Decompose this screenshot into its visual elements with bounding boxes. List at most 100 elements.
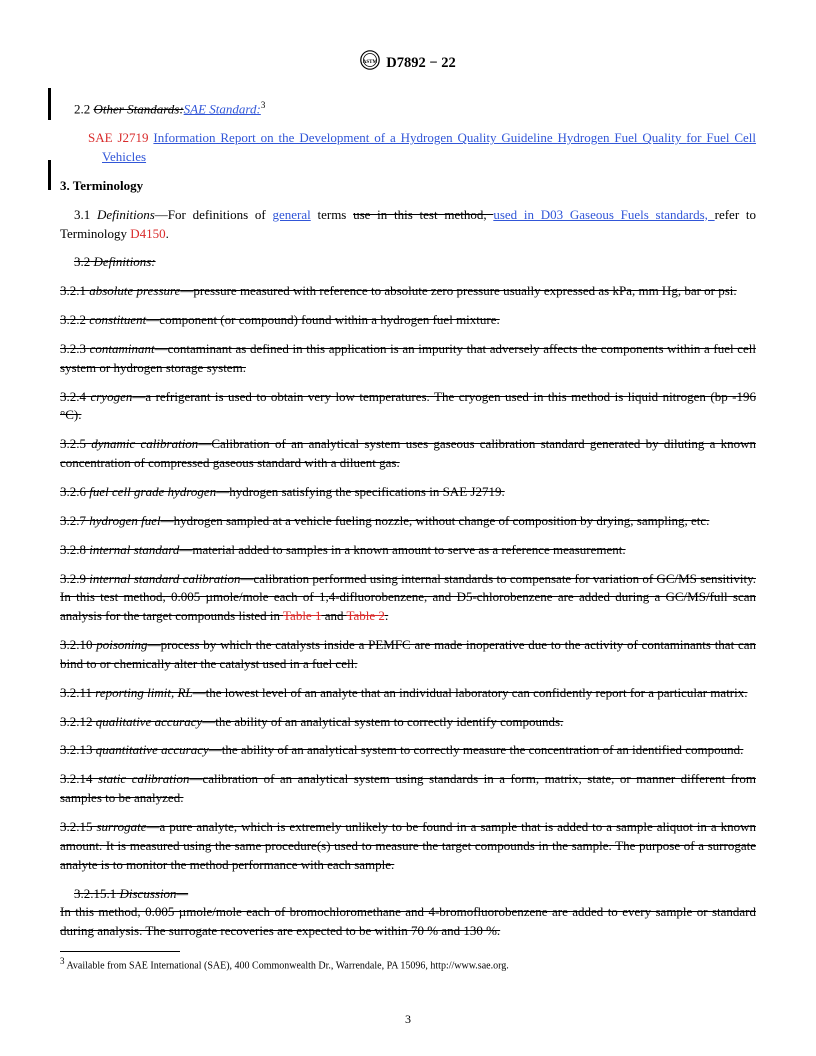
body-text: —For definitions of	[155, 207, 273, 222]
ref-link[interactable]: SAE J2719	[88, 130, 149, 145]
def-3-2-10: 3.2.10 poisoning—process by which the ca…	[60, 636, 756, 674]
sec-num: 3.2.15	[60, 819, 93, 834]
discussion-head: 3.2.15.1 Discussion—	[60, 885, 756, 904]
strike-text: use in this test method,	[353, 207, 493, 222]
sae-ref: SAE J2719 Information Report on the Deve…	[74, 129, 756, 167]
body-text: —hydrogen sampled at a vehicle fueling n…	[161, 513, 710, 528]
sec-num: 3.1	[74, 207, 90, 222]
astm-logo: ASTM	[360, 50, 380, 77]
sec-num: 3.2.14	[60, 771, 93, 786]
term: contaminant	[90, 341, 155, 356]
term: reporting limit, RL	[95, 685, 192, 700]
body-text: —the lowest level of an analyte that an …	[193, 685, 748, 700]
body-text: —the ability of an analytical system to …	[209, 742, 744, 757]
sec-num: 3.2.8	[60, 542, 86, 557]
body-text: —process by which the catalysts inside a…	[60, 637, 756, 671]
term: fuel cell grade hydrogen	[89, 484, 216, 499]
sec-3-head: 3. Terminology	[60, 177, 756, 196]
designation: D7892 − 22	[386, 53, 455, 74]
ref-link[interactable]: D4150	[130, 226, 165, 241]
page-number: 3	[0, 1011, 816, 1028]
term: constituent	[89, 312, 146, 327]
body-text: —a refrigerant is used to obtain very lo…	[60, 389, 756, 423]
footnote-rule	[60, 951, 180, 952]
term: cryogen	[90, 389, 132, 404]
strike-text: Other Standards:	[94, 101, 184, 116]
sec-num: 3.	[60, 178, 70, 193]
term-label: Definitions	[97, 207, 155, 222]
def-3-2-14: 3.2.14 static calibration—calibration of…	[60, 770, 756, 808]
term: internal standard	[89, 542, 179, 557]
footnote-ref: 3	[261, 100, 266, 110]
discussion-body: In this method, 0.005 µmole/mole each of…	[60, 903, 756, 941]
term: surrogate	[96, 819, 146, 834]
def-3-2-5: 3.2.5 dynamic calibration—Calibration of…	[60, 435, 756, 473]
def-3-2-13: 3.2.13 quantitative accuracy—the ability…	[60, 741, 756, 760]
def-3-2-4: 3.2.4 cryogen—a refrigerant is used to o…	[60, 388, 756, 426]
sec-num: 3.2.11	[60, 685, 92, 700]
svg-text:ASTM: ASTM	[363, 60, 378, 65]
def-3-2-15: 3.2.15 surrogate—a pure analyte, which i…	[60, 818, 756, 875]
inserted-text: SAE Standard:	[184, 101, 261, 116]
term: absolute pressure	[89, 283, 180, 298]
sec-num: 3.2	[74, 254, 90, 269]
sec-num: 3.2.12	[60, 714, 93, 729]
body-text: —contaminant as defined in this applicat…	[60, 341, 756, 375]
body-text: and	[321, 608, 346, 623]
def-3-2-6: 3.2.6 fuel cell grade hydrogen—hydrogen …	[60, 483, 756, 502]
sec-title: Terminology	[73, 178, 143, 193]
def-3-2-8: 3.2.8 internal standard—material added t…	[60, 541, 756, 560]
def-3-2-1: 3.2.1 absolute pressure—pressure measure…	[60, 282, 756, 301]
footnote-3: 3 Available from SAE International (SAE)…	[60, 956, 756, 972]
term: static calibration	[98, 771, 189, 786]
change-bar-2	[48, 160, 51, 190]
body-text: .	[385, 608, 388, 623]
term-label: Definitions:	[94, 254, 156, 269]
body-text: .	[166, 226, 169, 241]
sec-num: 3.2.1	[60, 283, 86, 298]
body-text: —the ability of an analytical system to …	[202, 714, 563, 729]
sec-num: 3.2.6	[60, 484, 86, 499]
body-text: terms	[311, 207, 353, 222]
footnote-text: Available from SAE International (SAE), …	[65, 960, 509, 971]
inserted-text: used in D03 Gaseous Fuels standards,	[493, 207, 714, 222]
ref-link[interactable]: Table 1	[283, 608, 321, 623]
sec-num: 2.2	[74, 101, 90, 116]
body-text: —hydrogen satisfying the specifications …	[216, 484, 505, 499]
term: dynamic calibration	[91, 436, 198, 451]
body-text: —material added to samples in a known am…	[179, 542, 625, 557]
term: poisoning	[96, 637, 147, 652]
term: qualitative accuracy	[96, 714, 203, 729]
sec-2-2: 2.2 Other Standards:SAE Standard:3	[60, 99, 756, 119]
def-3-2-2: 3.2.2 constituent—component (or compound…	[60, 311, 756, 330]
sec-3-2-head: 3.2 Definitions:	[60, 253, 756, 272]
sec-num: 3.2.7	[60, 513, 86, 528]
term: internal standard calibration	[89, 571, 240, 586]
sec-num: 3.2.9	[60, 571, 86, 586]
sec-num: 3.2.5	[60, 436, 86, 451]
ref-link[interactable]: Table 2	[347, 608, 385, 623]
change-bar-1	[48, 88, 51, 120]
body-text: —component (or compound) found within a …	[146, 312, 499, 327]
inserted-text: Hydrogen Fuel Quality	[558, 130, 687, 145]
sec-num: 3.2.2	[60, 312, 86, 327]
body-text: —a pure analyte, which is extremely unli…	[60, 819, 756, 872]
def-3-2-12: 3.2.12 qualitative accuracy—the ability …	[60, 713, 756, 732]
def-3-2-11: 3.2.11 reporting limit, RL—the lowest le…	[60, 684, 756, 703]
body-text: —pressure measured with reference to abs…	[180, 283, 736, 298]
def-3-2-9: 3.2.9 internal standard calibration—cali…	[60, 570, 756, 627]
page-header: ASTM D7892 − 22	[60, 50, 756, 77]
sec-num: 3.2.3	[60, 341, 86, 356]
term: hydrogen fuel	[89, 513, 160, 528]
sec-3-1: 3.1 Definitions—For definitions of gener…	[60, 206, 756, 244]
sec-num: 3.2.13	[60, 742, 93, 757]
def-3-2-7: 3.2.7 hydrogen fuel—hydrogen sampled at …	[60, 512, 756, 531]
sec-num: 3.2.4	[60, 389, 86, 404]
inserted-text: general	[272, 207, 310, 222]
body-text: In this method, 0.005 µmole/mole each of…	[60, 904, 756, 938]
sec-num: 3.2.15.1	[74, 886, 116, 901]
def-3-2-3: 3.2.3 contaminant—contaminant as defined…	[60, 340, 756, 378]
term-label: Discussion—	[120, 886, 189, 901]
sec-num: 3.2.10	[60, 637, 93, 652]
strike-text: Information Report on the Development of…	[153, 130, 557, 145]
